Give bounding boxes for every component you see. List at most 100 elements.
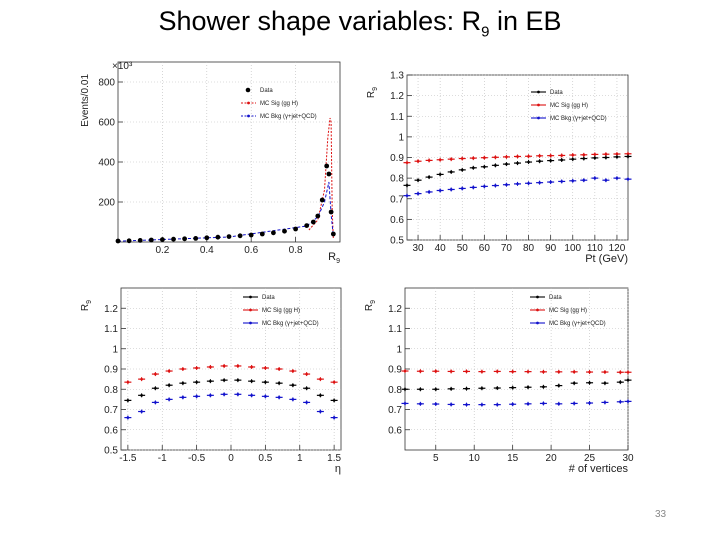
series-data [403,154,632,188]
data-point [154,401,157,404]
y-tick-label: 400 [98,158,115,169]
data-point [626,155,630,158]
data-point [549,154,552,157]
data-point [588,370,591,374]
series-data [401,378,632,392]
data-point [449,403,453,406]
data-point [542,385,545,389]
data-point [416,159,420,163]
data-point [604,152,608,156]
legend: Data MC Sig (gg H) MC Bkg (γ+jet+QCD) [241,87,317,120]
data-point [305,401,308,404]
data-point [495,370,499,373]
data-point [603,401,607,404]
data-point [291,398,295,401]
data-point [319,377,322,381]
slide-title: Shower shape variables: R9 in EB [0,6,720,40]
x-tick-label: 0.2 [155,245,169,256]
data-point [319,410,322,413]
x-tick-label: -1 [158,453,167,464]
y-tick-label: 0.9 [104,365,118,376]
series-sig [403,151,632,165]
data-point [438,189,442,192]
data-point [527,154,530,158]
data-point [427,190,431,194]
y-axis-label: R9 [80,300,93,311]
data-point [571,179,575,183]
legend-marker [247,101,250,105]
legend-marker [537,116,540,120]
data-point [526,370,530,373]
data-point [557,370,561,374]
data-point [582,153,586,157]
x-axis-label: η [335,463,341,475]
x-tick-label: 0.8 [289,245,303,256]
data-point [140,410,143,413]
data-point [140,377,143,381]
data-point [315,213,321,219]
title-main: Shower shape variables: R [158,6,482,36]
legend-label: Data [262,295,275,301]
data-point [495,403,499,406]
data-point [403,369,407,373]
series-bkg [401,399,632,407]
series-data [124,378,338,403]
data-point [483,156,486,160]
data-point [332,380,336,384]
data-point [277,381,281,385]
x-tick-label: 0.6 [244,245,258,256]
data-point [483,185,486,188]
y-tick-label: 1.1 [390,112,404,123]
x-tick-label: 90 [545,243,557,254]
y-tick-label: 1.3 [390,71,404,82]
data-point [511,370,514,373]
y-tick-label: 0.5 [104,446,118,457]
data-point [438,173,442,176]
legend: Data MC Sig (gg H) MC Bkg (γ+jet+QCD) [531,90,607,122]
legend-entry-data: Data [530,295,562,301]
y-tick-label: 0.5 [390,236,404,247]
legend-label: MC Bkg (γ+jet+QCD) [549,321,606,327]
y-axis-label-sub: 9 [86,300,93,304]
data-point [494,164,497,167]
y-tick-label: 800 [98,78,115,89]
x-axis-label-sub: 9 [336,258,340,265]
data-point [167,369,171,373]
data-point [494,155,497,159]
data-point [571,157,575,161]
data-point [416,192,420,195]
data-point [483,165,486,169]
y-axis-label: R9 [366,87,379,98]
y-tick-label: 1 [396,344,402,355]
data-point [137,238,143,243]
data-point [588,401,591,405]
data-point [516,155,519,158]
x-tick-label: 70 [501,243,513,254]
data-point [193,236,199,241]
legend-marker [249,321,252,325]
data-point [236,393,240,396]
data-point [126,380,130,384]
data-point [304,223,310,229]
y-tick-label: 1 [398,132,404,143]
data-point [332,416,336,419]
legend-label: Data [549,295,562,301]
legend-marker [245,87,251,93]
data-point [215,234,221,240]
series-line [117,181,334,242]
data-point [604,178,608,182]
data-point [427,175,431,179]
title-tail: in EB [489,6,562,36]
data-point [126,399,130,402]
data-point [115,238,121,244]
data-point [549,159,552,162]
y-tick-label: 0.9 [390,153,404,164]
legend-label: MC Sig (gg H) [550,103,588,109]
series-bkg [124,392,338,420]
data-point [264,395,267,398]
legend-entry-bkg: MC Bkg (γ+jet+QCD) [531,116,607,122]
data-point [282,228,287,234]
data-point [126,416,130,419]
legend-entry-sig: MC Sig (gg H) [243,308,300,314]
y-tick-label: 0.6 [104,425,118,436]
